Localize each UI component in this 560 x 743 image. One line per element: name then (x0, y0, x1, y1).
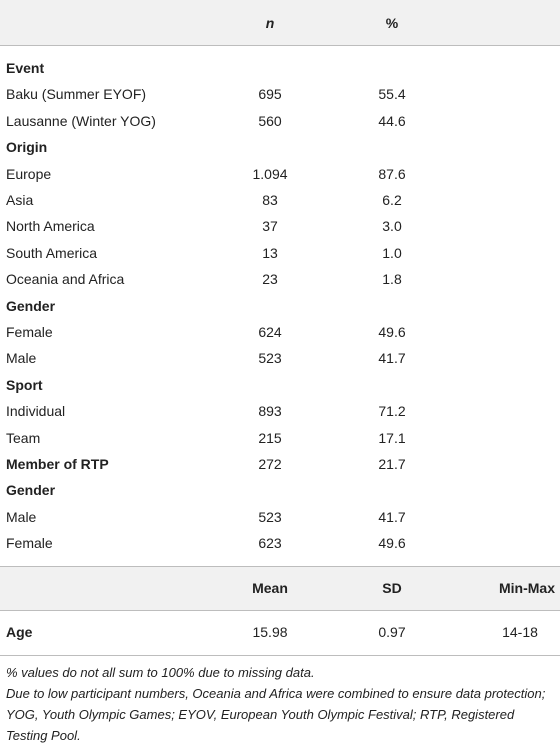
cell-n: 523 (258, 350, 282, 367)
row-label: Female (6, 324, 53, 340)
row-label: Asia (6, 192, 34, 208)
row-label: Age (6, 624, 33, 640)
cell-n: 560 (258, 112, 282, 129)
cell-percent: 17.1 (378, 429, 406, 446)
cell-percent: 41.7 (378, 350, 406, 367)
cell-percent: 87.6 (378, 165, 406, 182)
cell-n: 695 (258, 86, 282, 103)
row-label: Europe (6, 165, 52, 182)
cell-n: 215 (258, 429, 282, 446)
row-label: Oceania and Africa (6, 271, 125, 288)
cell-n: 893 (258, 403, 282, 420)
note: Due to low participant numbers, Oceania … (6, 686, 546, 743)
row-label: Baku (Summer EYOF) (6, 86, 147, 103)
cell-percent: 71.2 (378, 403, 406, 420)
cell-n: 624 (258, 324, 282, 340)
row-label: South America (6, 244, 98, 261)
cell-n: 83 (262, 192, 278, 208)
cell-percent: 3.0 (382, 218, 402, 235)
cell-value: 0.97 (378, 624, 406, 640)
row-label: Individual (6, 403, 66, 420)
cell-percent: 41.7 (378, 508, 406, 525)
cell-n: 13 (262, 244, 278, 261)
cell-n: 623 (258, 535, 282, 552)
note: % values do not all sum to 100% due to m… (6, 665, 315, 680)
header-band (0, 0, 560, 45)
section-label: Origin (6, 139, 48, 156)
notes: % values do not all sum to 100% due to m… (6, 662, 554, 743)
cell-n: 272 (258, 456, 282, 472)
row-label: Male (6, 350, 37, 367)
section-label: Event (6, 60, 45, 76)
column-header: SD (382, 580, 402, 596)
cell-percent: 1.8 (382, 271, 402, 288)
row-label: Lausanne (Winter YOG) (6, 112, 156, 129)
cell-value: 14-18 (502, 624, 538, 640)
cell-percent: 55.4 (378, 86, 406, 103)
cell-percent: 49.6 (378, 535, 406, 552)
rule (0, 610, 560, 611)
row-label: Male (6, 508, 37, 525)
section-label: Member of RTP (6, 456, 109, 472)
cell-percent: 44.6 (378, 112, 406, 129)
row-label: North America (6, 218, 95, 235)
row-label: Team (6, 429, 41, 446)
row-label: Female (6, 535, 53, 552)
rule (0, 566, 560, 567)
cell-percent: 1.0 (382, 244, 402, 261)
section-label: Gender (6, 297, 56, 314)
cell-percent: 21.7 (378, 456, 406, 472)
section-label: Sport (6, 376, 43, 393)
rule (0, 45, 560, 46)
header-band (0, 567, 560, 610)
cell-value: 15.98 (252, 624, 288, 640)
cell-n: 523 (258, 508, 282, 525)
column-header: Min-Max (499, 580, 555, 596)
rule (0, 655, 560, 656)
column-header: Mean (252, 580, 288, 596)
column-header: n (265, 15, 275, 31)
column-header: % (385, 15, 399, 31)
cell-n: 23 (262, 271, 278, 288)
section-label: Gender (6, 482, 56, 499)
cell-n: 1.094 (252, 165, 288, 182)
cell-percent: 49.6 (378, 324, 406, 340)
cell-percent: 6.2 (382, 192, 402, 208)
cell-n: 37 (262, 218, 278, 235)
